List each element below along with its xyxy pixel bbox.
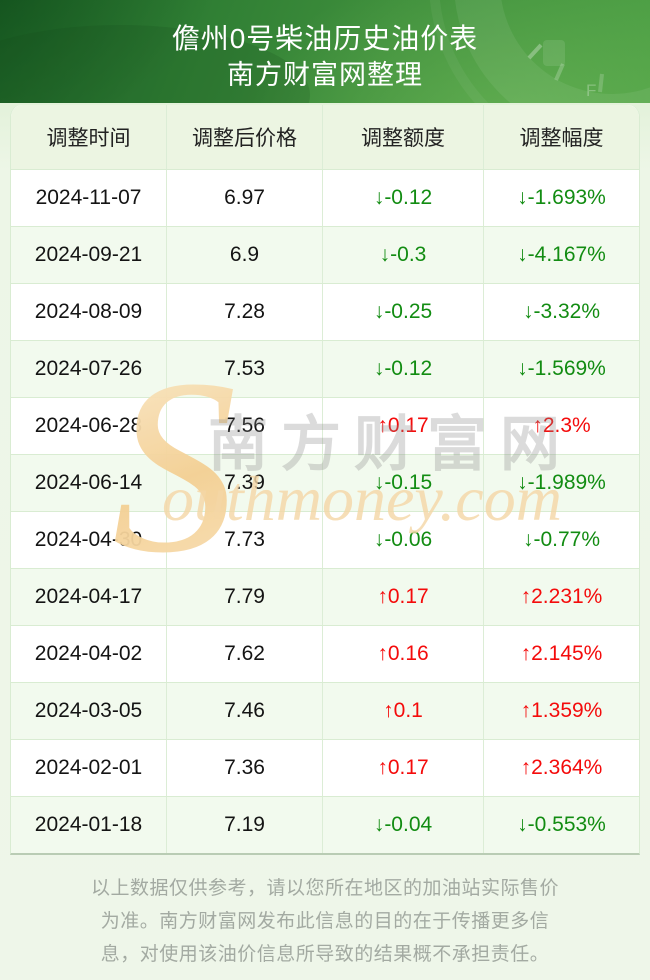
col-header-adjust-amount: 调整额度 [323,105,484,169]
cell-date: 2024-03-05 [11,683,167,739]
table-row: 2024-08-09 7.28 ↓-0.25 ↓-3.32% [11,284,639,341]
cell-price: 7.73 [167,512,323,568]
cell-price: 7.36 [167,740,323,796]
cell-date: 2024-06-14 [11,455,167,511]
cell-price: 7.46 [167,683,323,739]
cell-pct: ↓-0.77% [522,528,601,551]
cell-date: 2024-11-07 [11,170,167,226]
cell-date: 2024-04-17 [11,569,167,625]
cell-price: 7.56 [167,398,323,454]
cell-date: 2024-09-21 [11,227,167,283]
cell-pct: ↑2.364% [520,756,603,779]
cell-change: ↑0.1 [323,683,484,739]
page-subtitle: 南方财富网整理 [227,60,423,90]
table-row: 2024-06-14 7.39 ↓-0.15 ↓-1.989% [11,455,639,512]
table-row: 2024-03-05 7.46 ↑0.1 ↑1.359% [11,683,639,740]
table-row: 2024-04-30 7.73 ↓-0.06 ↓-0.77% [11,512,639,569]
cell-date: 2024-04-02 [11,626,167,682]
cell-price: 6.9 [167,227,323,283]
table-row: 2024-04-02 7.62 ↑0.16 ↑2.145% [11,626,639,683]
cell-pct: ↑2.231% [520,585,603,608]
cell-pct: ↑1.359% [520,699,603,722]
footer-disclaimer: 以上数据仅供参考，请以您所在地区的加油站实际售价为准。南方财富网发布此信息的目的… [90,878,559,965]
col-header-adjust-time: 调整时间 [11,105,167,169]
cell-change: ↑0.17 [323,398,484,454]
cell-change: ↓-0.25 [323,284,484,340]
cell-pct: ↓-3.32% [522,300,601,323]
cell-change: ↓-0.3 [323,227,484,283]
cell-date: 2024-07-26 [11,341,167,397]
cell-date: 2024-02-01 [11,740,167,796]
cell-date: 2024-04-30 [11,512,167,568]
price-table: 调整时间 调整后价格 调整额度 调整幅度 2024-11-07 6.97 ↓-0.1… [10,105,640,855]
cell-pct: ↓-1.569% [517,357,606,380]
cell-pct: ↑2.3% [532,414,591,437]
cell-change: ↓-0.04 [323,797,484,853]
cell-price: 6.97 [167,170,323,226]
cell-change: ↓-0.06 [323,512,484,568]
cell-change: ↓-0.12 [323,341,484,397]
header-banner: F 儋州0号柴油历史油价表 南方财富网整理 [0,0,650,103]
cell-pct: ↓-1.693% [517,186,606,209]
table-header-row: 调整时间 调整后价格 调整额度 调整幅度 [11,105,639,170]
cell-price: 7.19 [167,797,323,853]
table-body: 2024-11-07 6.97 ↓-0.12 ↓-1.693% 2024-09-21 6.… [11,170,639,853]
table-row: 2024-07-26 7.53 ↓-0.12 ↓-1.569% [11,341,639,398]
table-row: 2024-11-07 6.97 ↓-0.12 ↓-1.693% [11,170,639,227]
cell-change: ↑0.17 [323,740,484,796]
cell-pct: ↑2.145% [520,642,603,665]
col-header-price-after: 调整后价格 [167,105,323,169]
table-row: 2024-09-21 6.9 ↓-0.3 ↓-4.167% [11,227,639,284]
cell-change: ↓-0.12 [323,170,484,226]
cell-pct: ↓-0.553% [517,813,606,836]
table-row: 2024-06-28 7.56 ↑0.17 ↑2.3% [11,398,639,455]
cell-date: 2024-08-09 [11,284,167,340]
cell-price: 7.28 [167,284,323,340]
cell-change: ↓-0.15 [323,455,484,511]
table-row: 2024-02-01 7.36 ↑0.17 ↑2.364% [11,740,639,797]
cell-change: ↑0.17 [323,569,484,625]
table-row: 2024-04-17 7.79 ↑0.17 ↑2.231% [11,569,639,626]
cell-change: ↑0.16 [323,626,484,682]
cell-price: 7.62 [167,626,323,682]
page-title: 儋州0号柴油历史油价表 [171,23,479,54]
cell-price: 7.53 [167,341,323,397]
cell-pct: ↓-1.989% [517,471,606,494]
cell-date: 2024-06-28 [11,398,167,454]
table-row: 2024-01-18 7.19 ↓-0.04 ↓-0.553% [11,797,639,853]
cell-date: 2024-01-18 [11,797,167,853]
cell-price: 7.79 [167,569,323,625]
col-header-adjust-rate: 调整幅度 [519,127,604,150]
cell-price: 7.39 [167,455,323,511]
cell-pct: ↓-4.167% [517,243,606,266]
